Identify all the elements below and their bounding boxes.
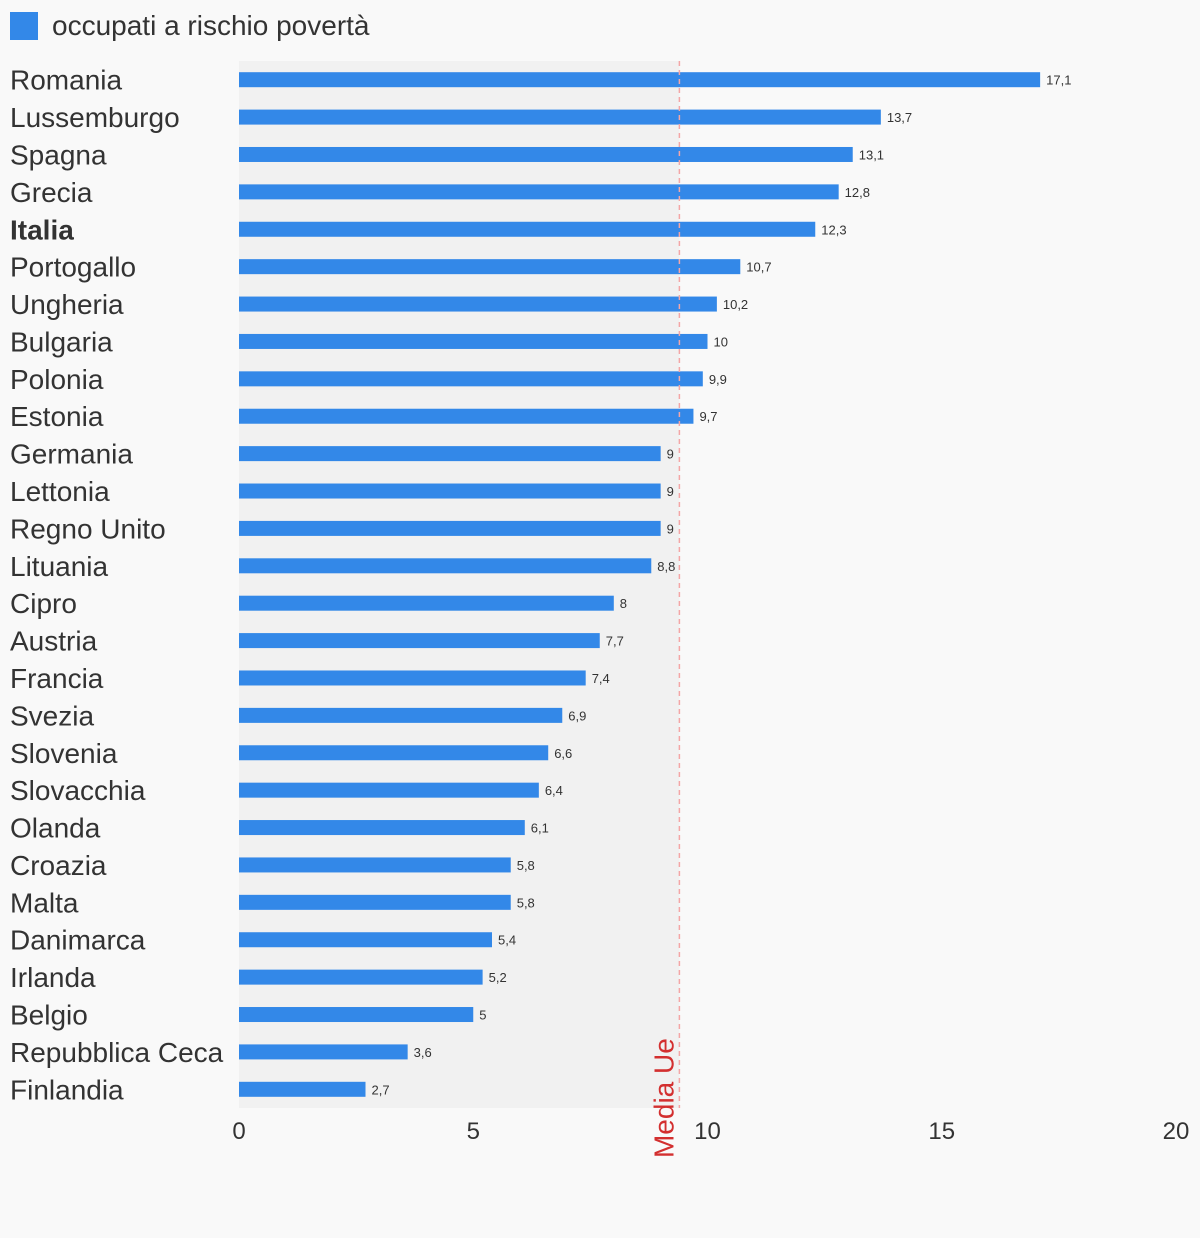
value-label-10: 9 <box>667 447 674 462</box>
value-label-25: 5 <box>479 1008 486 1023</box>
bar-4 <box>239 221 816 237</box>
value-label-17: 6,9 <box>568 708 586 723</box>
bar-5 <box>239 259 741 275</box>
value-label-13: 8,8 <box>657 559 675 574</box>
category-label-23: Danimarca <box>10 925 146 956</box>
category-label-21: Croazia <box>10 850 107 881</box>
legend: occupati a rischio povertà <box>10 9 370 43</box>
value-label-9: 9,7 <box>699 409 717 424</box>
value-label-26: 3,6 <box>414 1045 432 1060</box>
value-label-15: 7,7 <box>606 634 624 649</box>
bar-13 <box>239 558 652 574</box>
bar-25 <box>239 1007 474 1023</box>
value-label-19: 6,4 <box>545 783 563 798</box>
category-label-2: Spagna <box>10 139 107 170</box>
category-label-14: Cipro <box>10 588 77 619</box>
value-label-3: 12,8 <box>845 185 870 200</box>
legend-label: occupati a rischio povertà <box>52 10 370 41</box>
bar-27 <box>239 1081 366 1097</box>
category-label-8: Polonia <box>10 364 104 395</box>
bar-20 <box>239 820 525 836</box>
category-label-26: Repubblica Ceca <box>10 1037 224 1068</box>
value-label-8: 9,9 <box>709 372 727 387</box>
bar-22 <box>239 894 511 910</box>
category-label-16: Francia <box>10 663 104 694</box>
value-label-5: 10,7 <box>746 260 771 275</box>
category-label-10: Germania <box>10 439 133 470</box>
value-label-22: 5,8 <box>517 895 535 910</box>
category-label-24: Irlanda <box>10 962 96 993</box>
value-label-12: 9 <box>667 521 674 536</box>
category-label-9: Estonia <box>10 401 104 432</box>
value-label-21: 5,8 <box>517 858 535 873</box>
bar-21 <box>239 857 511 873</box>
bar-15 <box>239 633 600 649</box>
x-tick-label-2: 10 <box>694 1118 721 1145</box>
value-label-7: 10 <box>714 334 728 349</box>
category-label-11: Lettonia <box>10 476 110 507</box>
category-label-1: Lussemburgo <box>10 102 180 133</box>
value-label-23: 5,4 <box>498 933 516 948</box>
value-label-16: 7,4 <box>592 671 610 686</box>
bar-26 <box>239 1044 408 1060</box>
value-label-1: 13,7 <box>887 110 912 125</box>
bar-23 <box>239 932 492 948</box>
value-label-0: 17,1 <box>1046 73 1071 88</box>
category-label-25: Belgio <box>10 1000 88 1031</box>
bar-1 <box>239 109 881 125</box>
x-tick-label-0: 0 <box>232 1118 245 1145</box>
category-label-6: Ungheria <box>10 289 124 320</box>
bar-11 <box>239 483 661 499</box>
bar-14 <box>239 595 614 611</box>
bar-24 <box>239 969 483 985</box>
bar-19 <box>239 782 539 798</box>
category-label-7: Bulgaria <box>10 326 113 357</box>
category-label-4: Italia <box>10 214 74 245</box>
bar-18 <box>239 745 549 761</box>
value-label-14: 8 <box>620 596 627 611</box>
value-label-6: 10,2 <box>723 297 748 312</box>
category-label-13: Lituania <box>10 551 109 582</box>
category-label-22: Malta <box>10 887 79 918</box>
category-label-3: Grecia <box>10 177 93 208</box>
value-label-27: 2,7 <box>371 1082 389 1097</box>
bar-10 <box>239 446 661 462</box>
category-label-19: Slovacchia <box>10 775 146 806</box>
bar-7 <box>239 333 708 349</box>
bar-8 <box>239 371 703 387</box>
value-label-18: 6,6 <box>554 746 572 761</box>
bar-17 <box>239 707 563 723</box>
category-label-12: Regno Unito <box>10 513 166 544</box>
bar-2 <box>239 146 853 162</box>
x-tick-label-3: 15 <box>928 1118 955 1145</box>
reference-line-label: Media Ue <box>648 1038 679 1158</box>
category-label-20: Olanda <box>10 813 101 844</box>
category-label-0: Romania <box>10 65 122 96</box>
average-band <box>239 61 680 1108</box>
value-label-2: 13,1 <box>859 147 884 162</box>
category-label-27: Finlandia <box>10 1074 124 1105</box>
category-label-17: Svezia <box>10 700 94 731</box>
bar-6 <box>239 296 717 312</box>
value-label-4: 12,3 <box>821 222 846 237</box>
value-label-24: 5,2 <box>489 970 507 985</box>
value-label-20: 6,1 <box>531 821 549 836</box>
bar-3 <box>239 184 839 200</box>
bar-16 <box>239 670 586 686</box>
legend-swatch <box>10 12 38 40</box>
category-label-18: Slovenia <box>10 738 118 769</box>
category-label-5: Portogallo <box>10 252 136 283</box>
x-tick-label-1: 5 <box>467 1118 480 1145</box>
category-label-15: Austria <box>10 626 98 657</box>
value-label-11: 9 <box>667 484 674 499</box>
bar-12 <box>239 520 661 536</box>
bar-0 <box>239 72 1041 88</box>
bar-9 <box>239 408 694 424</box>
x-tick-label-4: 20 <box>1163 1118 1190 1145</box>
